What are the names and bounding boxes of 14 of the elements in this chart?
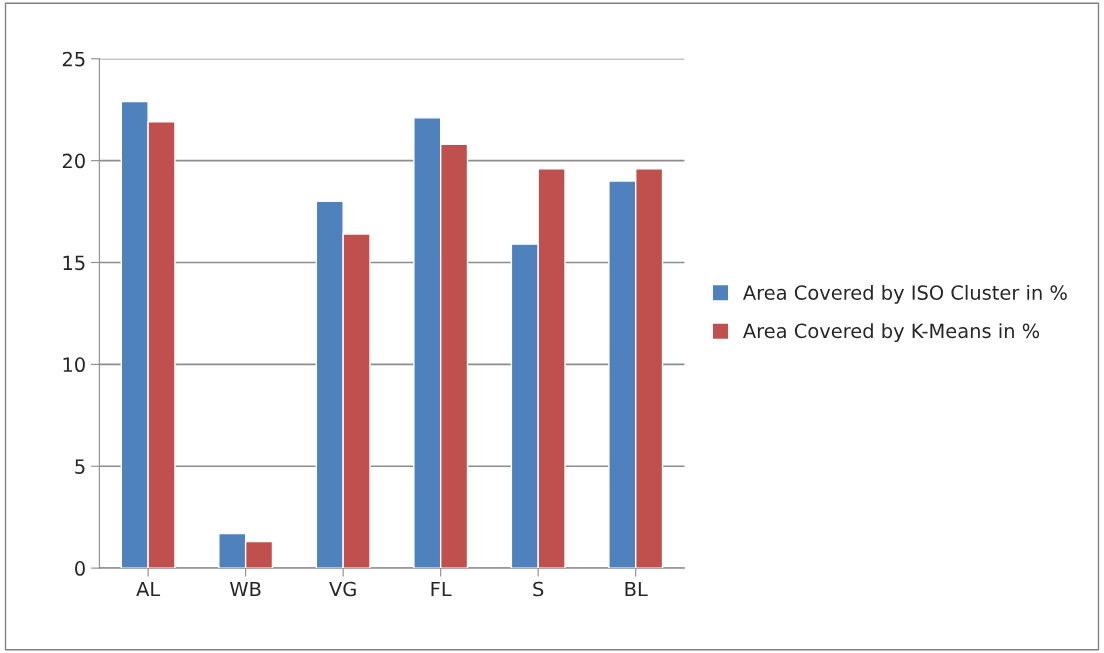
legend-label: Area Covered by ISO Cluster in % — [743, 284, 1067, 304]
x-tick-label: VG — [329, 581, 356, 597]
y-tick-label: 10 — [63, 357, 85, 373]
x-tick-label: BL — [625, 581, 648, 597]
y-tick-label: 25 — [62, 51, 85, 67]
y-tick-label: 0 — [75, 561, 85, 576]
x-tick-label: FL — [431, 581, 452, 597]
y-tick-label: 15 — [63, 255, 85, 271]
legend-label: Area Covered by K-Means in % — [743, 323, 1040, 342]
x-tick-label: AL — [136, 581, 161, 597]
y-tick-label: 20 — [62, 153, 85, 169]
y-tick-label: 5 — [75, 459, 85, 474]
x-tick-label: S — [533, 581, 544, 597]
x-tick-label: WB — [230, 581, 261, 597]
